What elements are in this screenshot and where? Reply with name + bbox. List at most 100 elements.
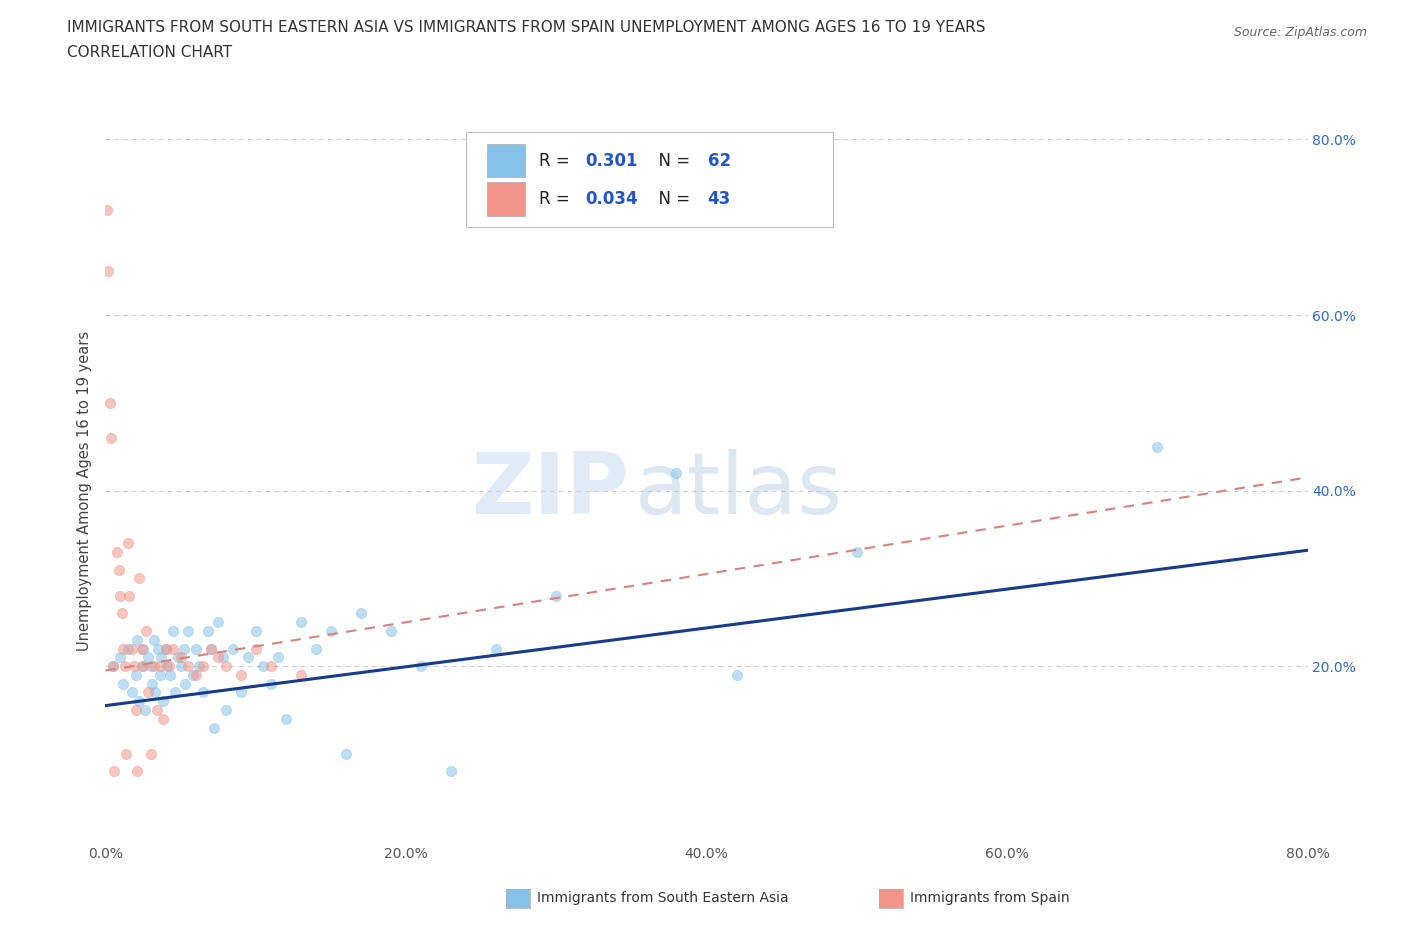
- Point: [136, 685, 159, 700]
- Point: [150, 650, 173, 665]
- Point: [117, 536, 139, 551]
- Point: [131, 658, 153, 673]
- Point: [125, 764, 148, 779]
- Text: N =: N =: [648, 152, 695, 169]
- Point: [169, 650, 191, 665]
- Point: [122, 658, 145, 673]
- Point: [148, 658, 170, 673]
- Point: [335, 747, 357, 762]
- Point: [155, 641, 177, 656]
- Point: [97, 264, 120, 279]
- Point: [128, 571, 150, 586]
- Point: [148, 668, 170, 683]
- Point: [111, 606, 134, 621]
- Point: [118, 589, 141, 604]
- Point: [169, 658, 191, 673]
- Text: N =: N =: [648, 190, 695, 208]
- Text: Source: ZipAtlas.com: Source: ZipAtlas.com: [1233, 26, 1367, 39]
- Point: [174, 676, 197, 691]
- Point: [98, 395, 121, 410]
- Point: [96, 203, 118, 218]
- Point: [245, 624, 267, 639]
- Point: [305, 641, 328, 656]
- Point: [107, 545, 129, 560]
- Point: [187, 658, 209, 673]
- Point: [211, 650, 233, 665]
- Point: [159, 668, 181, 683]
- Point: [238, 650, 260, 665]
- Point: [207, 650, 229, 665]
- Point: [191, 685, 214, 700]
- Point: [177, 624, 200, 639]
- Point: [319, 624, 342, 639]
- Text: atlas: atlas: [634, 449, 842, 532]
- Point: [131, 641, 153, 656]
- Point: [485, 641, 508, 656]
- Point: [440, 764, 463, 779]
- Point: [124, 702, 146, 717]
- Point: [115, 747, 138, 762]
- Point: [229, 685, 252, 700]
- Point: [350, 606, 373, 621]
- Point: [110, 589, 132, 604]
- Point: [108, 562, 131, 577]
- Point: [181, 668, 204, 683]
- Point: [112, 676, 135, 691]
- Point: [252, 658, 274, 673]
- Text: 0.301: 0.301: [585, 152, 637, 169]
- Point: [184, 641, 207, 656]
- Point: [163, 685, 186, 700]
- Point: [156, 658, 179, 673]
- Point: [117, 641, 139, 656]
- Point: [143, 685, 166, 700]
- Point: [546, 589, 568, 604]
- Point: [177, 658, 200, 673]
- Point: [665, 466, 688, 481]
- Point: [128, 694, 150, 709]
- FancyBboxPatch shape: [465, 132, 832, 227]
- Text: IMMIGRANTS FROM SOUTH EASTERN ASIA VS IMMIGRANTS FROM SPAIN UNEMPLOYMENT AMONG A: IMMIGRANTS FROM SOUTH EASTERN ASIA VS IM…: [67, 20, 986, 35]
- Point: [290, 615, 312, 630]
- Point: [125, 632, 148, 647]
- Text: Immigrants from South Eastern Asia: Immigrants from South Eastern Asia: [537, 891, 789, 906]
- Point: [110, 650, 132, 665]
- Point: [121, 685, 143, 700]
- Point: [214, 658, 236, 673]
- Point: [162, 641, 184, 656]
- Point: [191, 658, 214, 673]
- Point: [146, 641, 169, 656]
- Point: [152, 711, 174, 726]
- Point: [1146, 439, 1168, 454]
- Point: [101, 658, 124, 673]
- Point: [290, 668, 312, 683]
- Point: [139, 747, 162, 762]
- Point: [103, 764, 125, 779]
- Point: [145, 702, 167, 717]
- Point: [214, 702, 236, 717]
- Point: [260, 676, 283, 691]
- Point: [139, 658, 162, 673]
- Point: [132, 641, 155, 656]
- Point: [845, 545, 868, 560]
- Text: R =: R =: [540, 190, 575, 208]
- Point: [267, 650, 290, 665]
- Point: [114, 658, 136, 673]
- Point: [162, 624, 184, 639]
- Point: [725, 668, 748, 683]
- FancyBboxPatch shape: [486, 182, 524, 216]
- Point: [260, 658, 283, 673]
- Point: [166, 650, 188, 665]
- Point: [134, 702, 156, 717]
- Point: [124, 668, 146, 683]
- Point: [136, 650, 159, 665]
- Point: [112, 641, 135, 656]
- Point: [200, 641, 222, 656]
- Point: [135, 624, 157, 639]
- Point: [121, 641, 143, 656]
- Text: R =: R =: [540, 152, 575, 169]
- Text: 62: 62: [707, 152, 731, 169]
- Point: [200, 641, 222, 656]
- Text: 0.034: 0.034: [585, 190, 638, 208]
- Point: [245, 641, 267, 656]
- Point: [197, 624, 219, 639]
